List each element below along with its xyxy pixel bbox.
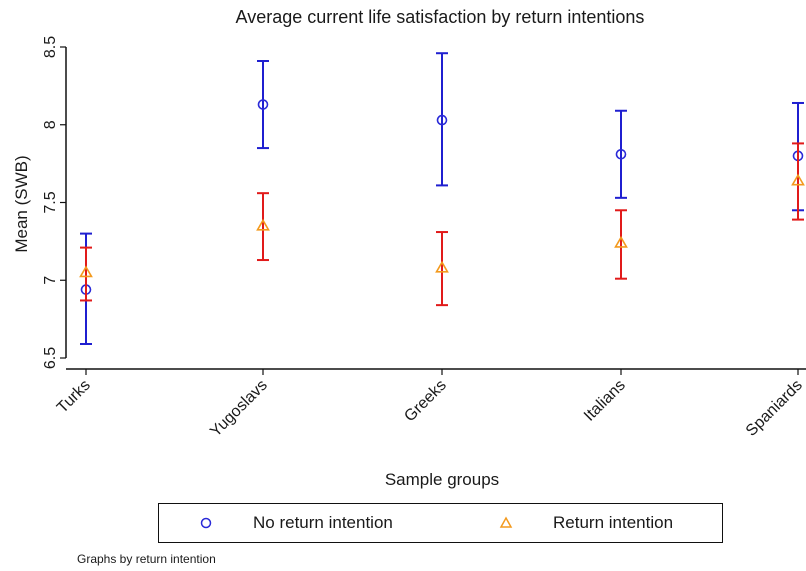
y-tick-label: 7 — [42, 276, 59, 285]
data-point-circle — [615, 148, 627, 160]
data-point-triangle — [791, 173, 805, 186]
data-point-triangle — [614, 235, 628, 248]
circle-marker-icon — [200, 517, 212, 529]
x-axis-ticks: Turks Yugoslavs Greeks Italians Spaniards — [54, 369, 806, 440]
graph-note: Graphs by return intention — [77, 552, 216, 566]
data-point-circle — [436, 114, 448, 126]
data-point-triangle — [79, 265, 93, 278]
legend-label-return: Return intention — [553, 513, 674, 532]
x-tick-label: Italians — [581, 377, 629, 425]
y-tick-label: 6.5 — [42, 347, 59, 369]
data-point-triangle — [435, 260, 449, 273]
y-axis-ticks: 6.5 7 7.5 8 8.5 — [42, 36, 66, 369]
chart-title: Average current life satisfaction by ret… — [236, 7, 645, 27]
y-tick-label: 7.5 — [42, 191, 59, 213]
x-tick-label: Yugoslavs — [207, 377, 271, 441]
x-tick-label: Greeks — [401, 377, 449, 425]
legend: No return intention Return intention — [158, 503, 723, 543]
series-return-intention — [79, 142, 805, 307]
y-axis-label: Mean (SWB) — [12, 155, 31, 252]
x-axis-label: Sample groups — [385, 470, 499, 489]
plot-marks — [79, 52, 805, 346]
legend-item-no-return: No return intention — [199, 504, 393, 542]
y-tick-label: 8 — [42, 120, 59, 129]
triangle-marker-icon — [499, 516, 513, 528]
legend-label-no-return: No return intention — [253, 513, 393, 532]
x-tick-label: Spaniards — [743, 377, 806, 440]
data-point-triangle — [256, 218, 270, 231]
data-point-circle — [257, 99, 269, 110]
y-tick-label: 8.5 — [42, 36, 59, 58]
legend-item-return: Return intention — [499, 504, 673, 542]
x-tick-label: Turks — [54, 377, 94, 417]
